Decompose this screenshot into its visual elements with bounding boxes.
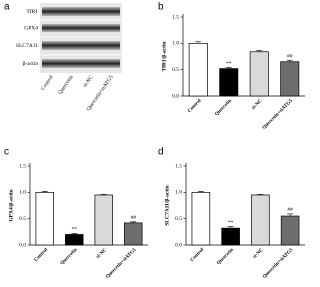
- bar: [124, 222, 143, 246]
- bar: [280, 215, 300, 246]
- y-tick-label: 0.0: [172, 93, 179, 99]
- panel-label: d: [158, 147, 164, 158]
- x-tick-label: si-NC: [252, 247, 264, 259]
- y-tick-label: 1.0: [175, 190, 182, 196]
- y-tick-label: 1.0: [172, 41, 179, 47]
- error-bar: [41, 190, 48, 193]
- x-tick-label: Control: [187, 98, 203, 114]
- bar: [188, 42, 208, 97]
- x-tick-label: si-NC: [96, 247, 108, 259]
- y-tick-label: 1.0: [19, 190, 26, 196]
- error-bar: [130, 221, 137, 223]
- x-tick-label: Quercetin+siATG5: [105, 247, 137, 279]
- error-bar: [286, 59, 293, 62]
- significance: ##: [287, 207, 293, 213]
- error-bar: [197, 190, 204, 193]
- y-tick-label: 0.0: [19, 242, 26, 248]
- panel-label: a: [4, 2, 10, 13]
- significance: ##: [287, 53, 293, 59]
- y-axis-label: GPX4/β-actin: [8, 189, 14, 221]
- protein-label: SLC7A11: [16, 43, 38, 49]
- lane-label: Control: [40, 74, 55, 92]
- significance: **: [72, 227, 78, 233]
- x-tick-label: Quercetin+siATG5: [262, 98, 294, 130]
- y-tick-label: 1.5: [175, 163, 182, 169]
- bar: [65, 234, 84, 246]
- protein-label: TfR1: [26, 8, 38, 15]
- x-tick-label: Quercetin: [216, 248, 235, 267]
- bar: [249, 51, 269, 97]
- x-tick-label: Quercetin: [60, 248, 79, 267]
- error-bar: [100, 194, 107, 195]
- y-tick-label: 1.5: [172, 14, 179, 20]
- significance: **: [226, 61, 232, 67]
- error-bar: [256, 50, 263, 52]
- x-tick-label: Quercetin: [214, 99, 233, 118]
- y-axis-label: SLC7A11/β-actin: [164, 185, 170, 226]
- lane-label: Quercetin: [57, 74, 74, 95]
- significance: **: [228, 220, 234, 226]
- lane-label: si-NC: [82, 74, 95, 88]
- panel-label: b: [158, 2, 164, 13]
- y-tick-label: 0.0: [175, 242, 182, 248]
- protein-label: β-actin: [23, 61, 39, 67]
- x-tick-label: Quercetin+siATG5: [262, 247, 294, 279]
- bar: [35, 191, 54, 246]
- y-tick-label: 0.5: [175, 216, 182, 222]
- bar: [280, 61, 300, 97]
- y-axis-label: TfR1/β-actin: [161, 41, 167, 71]
- error-bar: [225, 67, 232, 69]
- y-tick-label: 0.5: [19, 216, 26, 222]
- bar: [251, 194, 270, 246]
- bar: [191, 191, 211, 246]
- panel-label: c: [4, 147, 9, 158]
- error-bar: [287, 213, 294, 217]
- bar: [221, 227, 240, 246]
- y-tick-label: 0.5: [172, 67, 179, 73]
- error-bar: [71, 233, 78, 235]
- error-bar: [257, 194, 264, 195]
- bar: [94, 194, 113, 246]
- x-tick-label: si-NC: [251, 98, 263, 110]
- error-bar: [227, 226, 234, 229]
- bar: [219, 68, 239, 97]
- significance: ##: [131, 215, 137, 221]
- y-tick-label: 1.5: [19, 163, 26, 169]
- x-tick-label: Control: [190, 247, 206, 263]
- error-bar: [195, 41, 202, 44]
- protein-label: GPX4: [24, 25, 38, 31]
- blot-image: [40, 3, 122, 73]
- x-tick-label: Control: [34, 247, 50, 263]
